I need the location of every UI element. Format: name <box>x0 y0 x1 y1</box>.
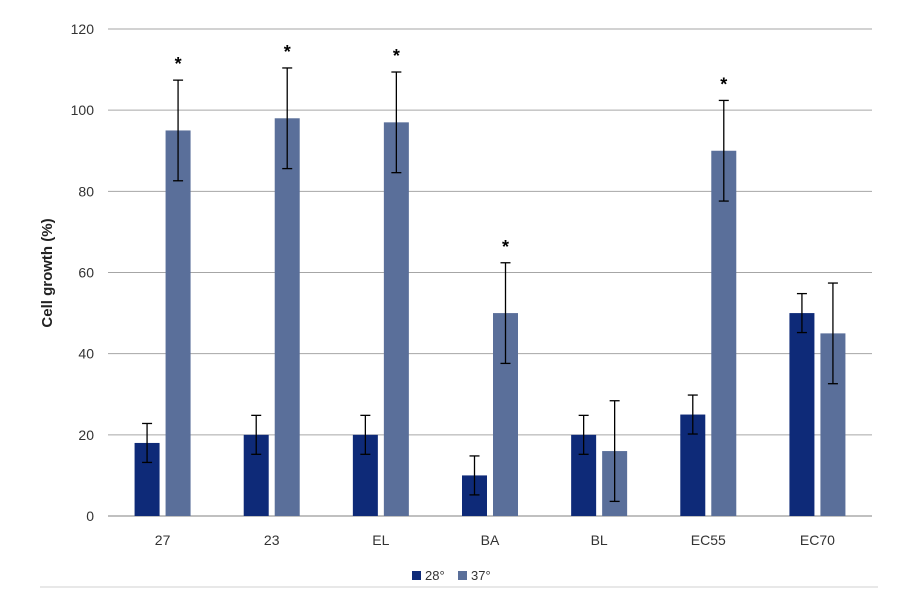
y-tick-label: 100 <box>71 102 95 118</box>
significance-star: * <box>393 46 400 66</box>
y-axis-label: Cell growth (%) <box>39 218 56 327</box>
x-axis-ticks: 27 23 EL BA BL EC55 EC70 <box>155 532 835 548</box>
legend-label: 28° <box>425 568 445 583</box>
x-tick-label: 27 <box>155 532 171 548</box>
y-tick-label: 40 <box>78 346 94 362</box>
significance-star: * <box>720 74 727 94</box>
bar-27-series-2 <box>165 130 191 517</box>
legend-swatch <box>412 571 421 580</box>
bar-el-series-2 <box>383 122 409 516</box>
y-tick-label: 80 <box>78 183 94 199</box>
x-tick-label: BA <box>481 532 500 548</box>
significance-star: * <box>284 42 291 62</box>
x-tick-label: EC70 <box>800 532 835 548</box>
legend-swatch <box>458 571 467 580</box>
x-tick-label: EL <box>372 532 389 548</box>
y-axis-ticks: 0 20 40 60 80 100 120 <box>71 21 95 524</box>
gridlines <box>108 28 872 517</box>
y-tick-label: 20 <box>78 427 94 443</box>
significance-star: * <box>175 54 182 74</box>
significance-star: * <box>502 237 509 257</box>
bar-ec70-series-1 <box>789 313 815 516</box>
x-tick-label: EC55 <box>691 532 726 548</box>
significance-markers: * * * * * <box>175 42 728 257</box>
legend-label: 37° <box>471 568 491 583</box>
y-tick-label: 120 <box>71 21 95 37</box>
x-tick-label: 23 <box>264 532 280 548</box>
bar-ec55-series-2 <box>711 150 737 516</box>
x-tick-label: BL <box>591 532 608 548</box>
bars <box>134 118 846 517</box>
bar-23-series-2 <box>274 118 300 517</box>
legend: 28° 37° <box>412 568 491 583</box>
y-tick-label: 60 <box>78 265 94 281</box>
y-tick-label: 0 <box>86 508 94 524</box>
error-bars <box>142 67 838 503</box>
